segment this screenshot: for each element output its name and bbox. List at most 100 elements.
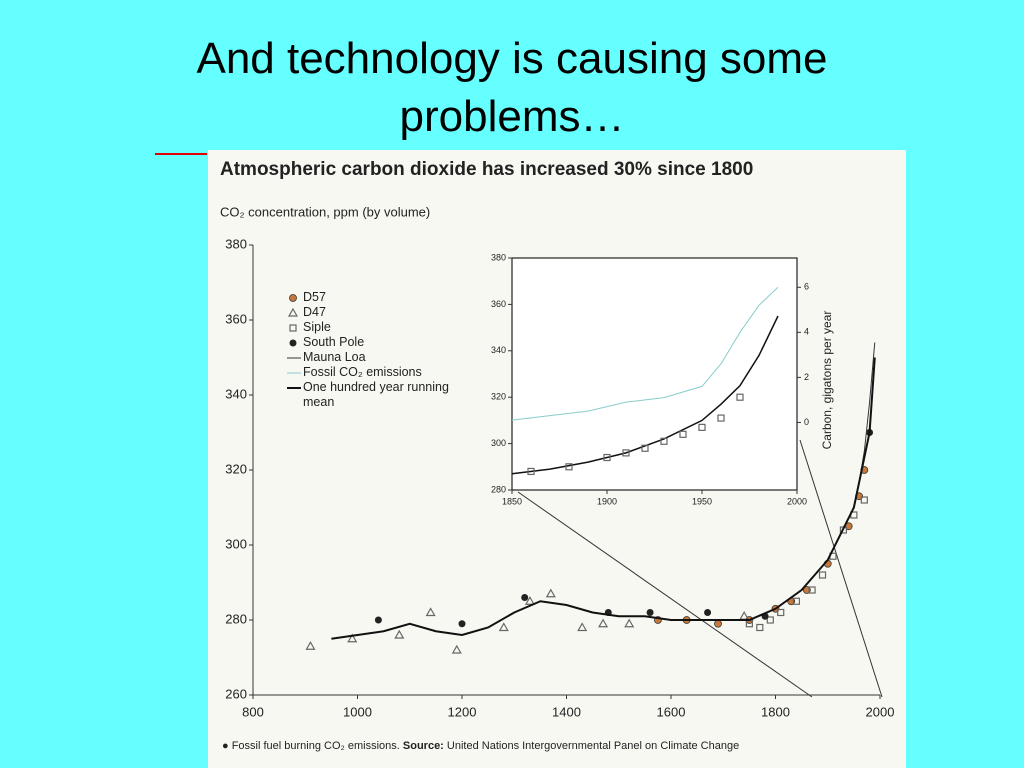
marker — [305, 641, 316, 650]
legend-icon — [289, 324, 297, 332]
marker — [679, 430, 687, 438]
legend-icon — [287, 357, 301, 359]
source-label: Source: — [402, 740, 444, 752]
legend-label: Mauna Loa — [303, 350, 366, 364]
x-tick-label: 1950 — [692, 496, 712, 506]
y2-tick-label: 2 — [804, 372, 809, 382]
y-tick-label: 340 — [491, 345, 506, 355]
marker — [425, 607, 436, 617]
legend-entry: One hundred year running mean — [285, 380, 455, 410]
marker — [545, 588, 556, 598]
legend-entry: Mauna Loa — [285, 350, 455, 365]
y2-tick-label: 6 — [804, 282, 809, 292]
legend: D57 D47 Siple South Pole Mauna Loa Fossil CO₂… — [285, 290, 455, 410]
zoom-line — [517, 491, 813, 698]
marker — [736, 393, 744, 401]
marker — [818, 571, 827, 579]
marker — [347, 633, 358, 643]
zoom-line — [799, 439, 883, 698]
series-line — [511, 315, 779, 475]
legend-label: Fossil CO₂ emissions — [303, 365, 422, 379]
source: United Nations Intergovernmental Panel o… — [446, 740, 740, 752]
note: Fossil fuel burning CO₂ emissions. — [231, 740, 400, 752]
marker — [289, 324, 297, 332]
y-tick-label: 380 — [491, 252, 506, 262]
y-tick-label: 300 — [491, 438, 506, 448]
marker — [287, 307, 299, 317]
series-line — [511, 286, 779, 421]
marker — [714, 619, 722, 628]
x-tick-label: 1400 — [552, 704, 581, 719]
legend-label: One hundred year running mean — [303, 380, 449, 409]
legend-entry: D47 — [285, 305, 455, 320]
marker — [374, 616, 382, 624]
y-tick-label: 280 — [491, 484, 506, 494]
marker — [777, 608, 785, 617]
legend-label: D57 — [303, 290, 326, 304]
legend-entry: D57 — [285, 290, 455, 305]
marker — [792, 597, 801, 605]
y-tick-label: 360 — [225, 311, 247, 326]
y2-axis-label: Carbon, gigatons per year — [820, 311, 834, 450]
y-tick-label: 260 — [225, 686, 247, 701]
legend-label: Siple — [303, 320, 331, 334]
legend-entry: South Pole — [285, 335, 455, 350]
y2-tick-label: 0 — [804, 417, 809, 427]
x-tick-label: 1850 — [502, 496, 522, 506]
marker — [524, 596, 535, 605]
y2-tick-label: 4 — [804, 327, 809, 337]
x-tick-label: 2000 — [866, 704, 895, 719]
y-tick-label: 340 — [225, 386, 247, 401]
x-tick-label: 1900 — [597, 496, 617, 506]
marker — [598, 618, 609, 628]
marker — [498, 622, 509, 632]
marker — [808, 586, 816, 594]
marker — [603, 453, 611, 462]
legend-entry: Siple — [285, 320, 455, 335]
y-tick-label: 320 — [225, 461, 247, 476]
legend-icon — [289, 339, 297, 347]
chart-subtitle: CO₂ concentration, ppm (by volume) — [220, 204, 430, 219]
chart-title: Atmospheric carbon dioxide has increased… — [220, 159, 753, 180]
y-tick-label: 300 — [225, 536, 247, 551]
x-tick-label: 800 — [242, 704, 264, 719]
marker — [860, 496, 868, 504]
x-tick-label: 2000 — [787, 496, 807, 506]
marker — [739, 611, 750, 620]
marker — [756, 623, 764, 632]
legend-entry: Fossil CO₂ emissions — [285, 365, 455, 380]
x-tick-label: 1800 — [761, 704, 790, 719]
x-tick-label: 1600 — [657, 704, 686, 719]
y-tick-label: 380 — [225, 236, 247, 251]
marker — [698, 423, 706, 431]
marker — [527, 467, 535, 476]
footnote: ● Fossil fuel burning CO₂ emissions. Sou… — [222, 740, 740, 752]
x-tick-label: 1200 — [448, 704, 477, 719]
x-tick-label: 1000 — [343, 704, 372, 719]
legend-icon — [289, 294, 297, 302]
y-tick-label: 360 — [491, 299, 506, 309]
legend-icon — [287, 307, 299, 317]
slide-title: And technology is causing some problems… — [196, 34, 828, 141]
legend-label: D47 — [303, 305, 326, 319]
marker — [704, 609, 712, 616]
marker — [717, 414, 725, 422]
marker — [766, 616, 774, 624]
inset-frame — [511, 257, 798, 491]
marker — [577, 622, 588, 632]
marker — [521, 594, 529, 601]
marker — [458, 620, 466, 628]
marker — [451, 644, 462, 654]
marker — [289, 339, 297, 347]
marker — [565, 463, 573, 471]
marker — [646, 609, 654, 616]
legend-icon — [287, 372, 301, 374]
legend-label: South Pole — [303, 335, 365, 349]
legend-icon — [287, 387, 301, 389]
marker — [394, 629, 405, 639]
marker — [624, 618, 635, 628]
marker — [660, 437, 668, 445]
y-tick-label: 320 — [491, 392, 506, 402]
marker — [641, 444, 649, 452]
